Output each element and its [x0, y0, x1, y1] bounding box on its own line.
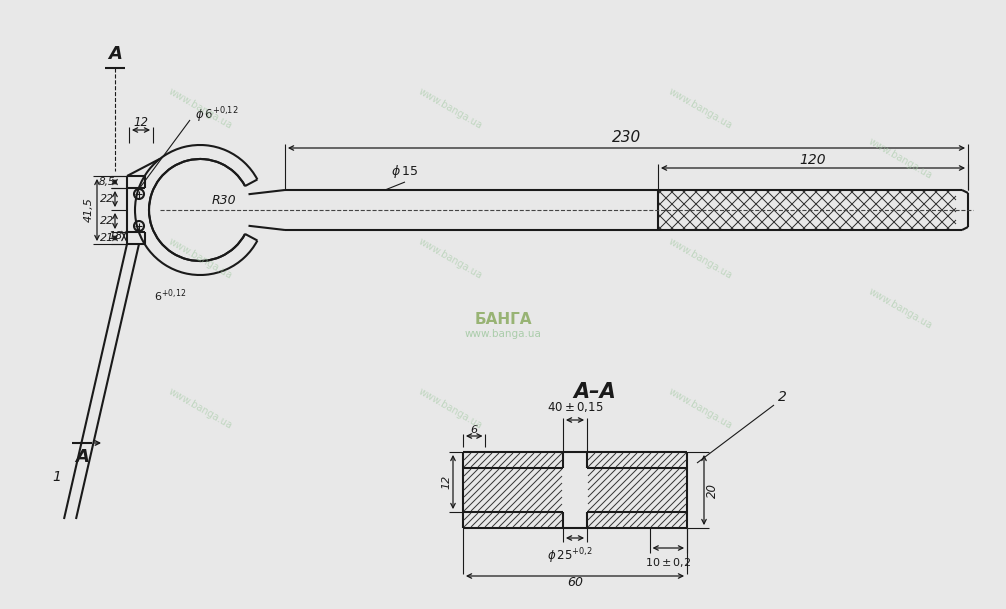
Text: www.banga.ua: www.banga.ua [166, 86, 233, 132]
Text: R30: R30 [212, 194, 236, 206]
Text: 120: 120 [800, 153, 826, 167]
Text: $40\pm0{,}15$: $40\pm0{,}15$ [547, 400, 604, 414]
Text: www.banga.ua: www.banga.ua [465, 329, 541, 339]
Text: 6: 6 [471, 425, 478, 435]
Text: $6^{+0{,}12}$: $6^{+0{,}12}$ [154, 287, 186, 304]
Text: 230: 230 [612, 130, 641, 146]
Text: $\phi\,15$: $\phi\,15$ [391, 163, 418, 180]
Text: 12: 12 [134, 116, 149, 128]
Text: 60: 60 [567, 577, 583, 590]
Text: www.banga.ua: www.banga.ua [416, 237, 484, 281]
Text: 22: 22 [100, 194, 114, 204]
Text: 41,5: 41,5 [83, 197, 94, 222]
Text: 8,5: 8,5 [99, 177, 116, 187]
Text: www.banga.ua: www.banga.ua [416, 387, 484, 431]
Text: А: А [75, 448, 89, 466]
Text: www.banga.ua: www.banga.ua [416, 86, 484, 132]
Text: www.banga.ua: www.banga.ua [166, 387, 233, 431]
Text: 21: 21 [100, 233, 114, 243]
Text: 1: 1 [52, 470, 61, 484]
Text: www.banga.ua: www.banga.ua [666, 237, 733, 281]
Text: 20: 20 [705, 482, 718, 498]
Text: 2: 2 [778, 390, 787, 404]
Text: 12: 12 [441, 475, 451, 489]
Text: 18: 18 [109, 231, 123, 241]
Text: www.banga.ua: www.banga.ua [666, 387, 733, 431]
Text: А: А [108, 45, 122, 63]
Text: $\phi\,25^{+0{,}2}$: $\phi\,25^{+0{,}2}$ [547, 546, 593, 566]
Text: www.banga.ua: www.banga.ua [166, 237, 233, 281]
Text: 22: 22 [100, 216, 114, 226]
Text: А–А: А–А [573, 382, 617, 402]
Text: БАНГА: БАНГА [474, 311, 532, 326]
Text: www.banga.ua: www.banga.ua [866, 136, 934, 181]
Text: $10\pm0{,}2$: $10\pm0{,}2$ [645, 556, 691, 569]
Text: www.banga.ua: www.banga.ua [666, 86, 733, 132]
Text: www.banga.ua: www.banga.ua [866, 287, 934, 331]
Text: $\phi\,6^{+0{,}12}$: $\phi\,6^{+0{,}12}$ [195, 105, 238, 125]
